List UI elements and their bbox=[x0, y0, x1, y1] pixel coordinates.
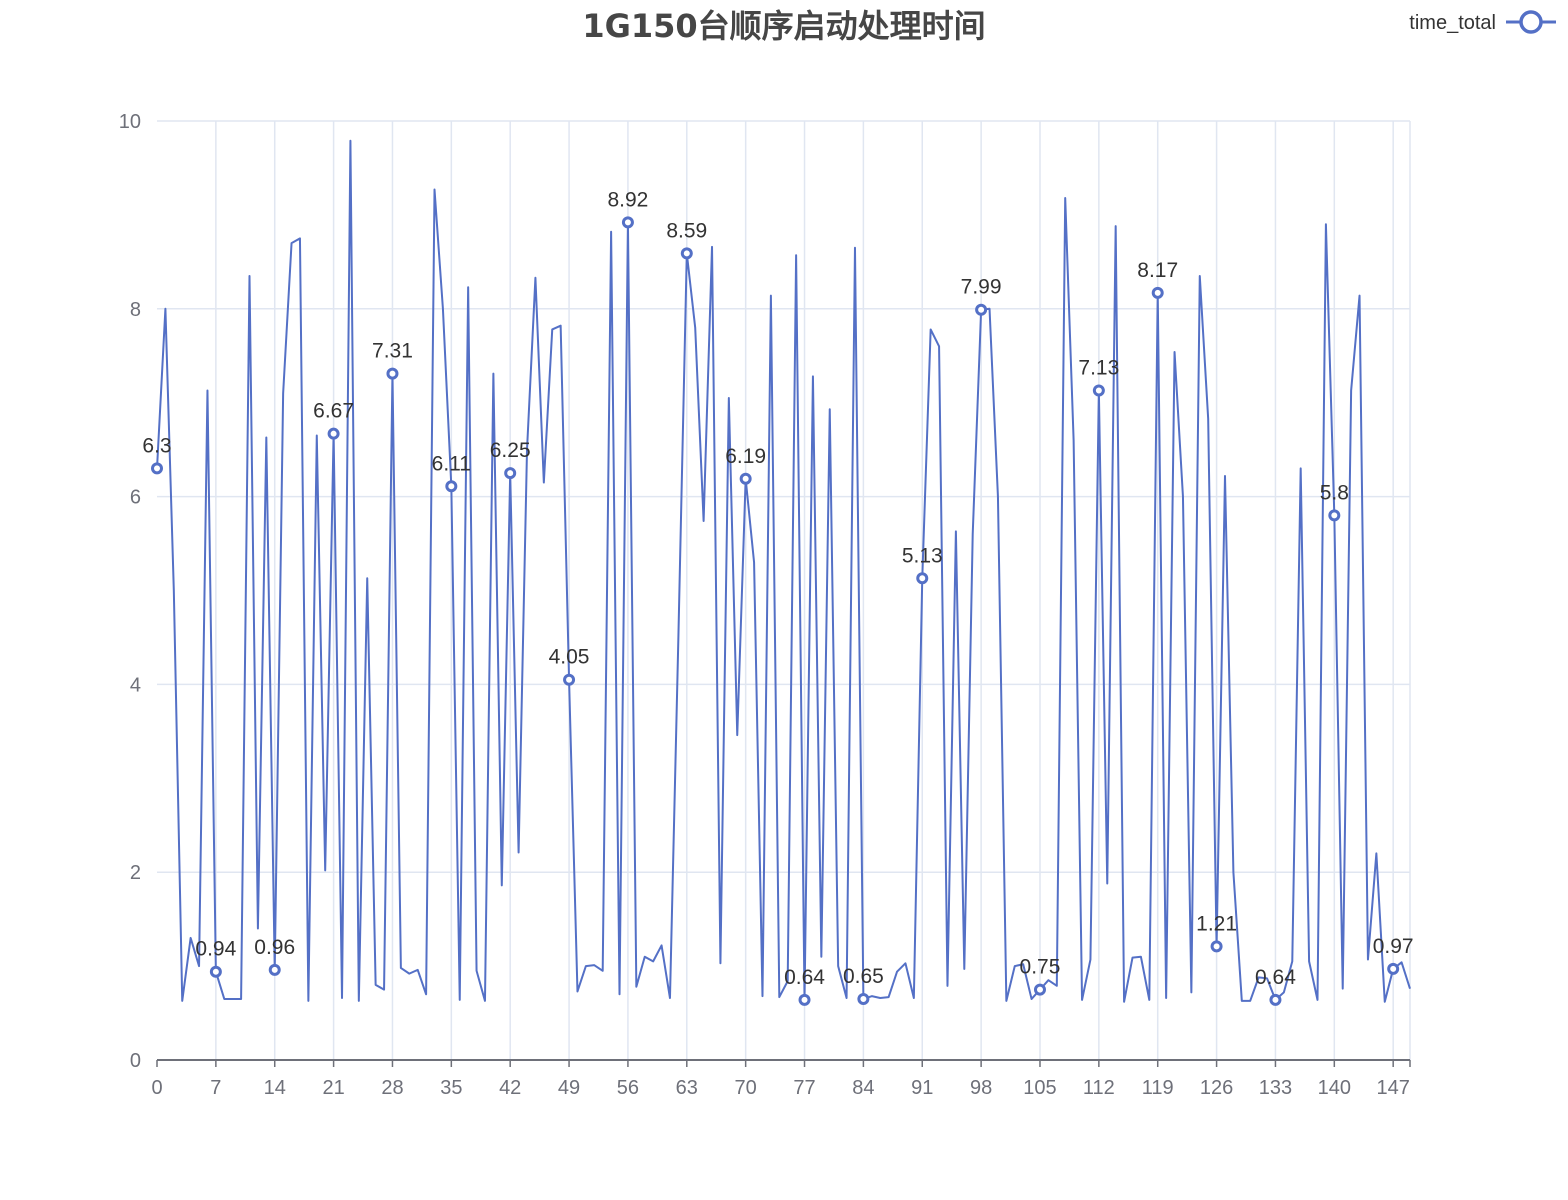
x-tick-label: 147 bbox=[1376, 1077, 1409, 1099]
x-tick-label: 28 bbox=[381, 1077, 403, 1099]
data-point bbox=[1092, 384, 1105, 397]
y-tick-label: 10 bbox=[119, 111, 141, 133]
data-point bbox=[209, 965, 222, 978]
data-label: 8.17 bbox=[1137, 259, 1178, 282]
x-tick-label: 49 bbox=[558, 1077, 580, 1099]
data-point bbox=[916, 572, 929, 585]
x-tick-label: 91 bbox=[911, 1077, 933, 1099]
data-label: 0.64 bbox=[784, 966, 825, 989]
data-label: 6.3 bbox=[142, 434, 171, 457]
x-tick-label: 21 bbox=[322, 1077, 344, 1099]
x-tick-label: 0 bbox=[151, 1077, 162, 1099]
legend[interactable]: time_total bbox=[1409, 10, 1556, 34]
data-point bbox=[327, 427, 340, 440]
data-label: 1.21 bbox=[1196, 912, 1237, 935]
data-label: 4.05 bbox=[549, 646, 590, 669]
x-tick-label: 126 bbox=[1200, 1077, 1233, 1099]
data-label: 8.92 bbox=[607, 188, 648, 211]
x-tick-label: 133 bbox=[1259, 1077, 1292, 1099]
data-point bbox=[798, 993, 811, 1006]
data-label: 0.64 bbox=[1255, 966, 1296, 989]
legend-marker-icon bbox=[1519, 10, 1543, 34]
data-label: 7.13 bbox=[1078, 356, 1119, 379]
data-label: 6.67 bbox=[313, 400, 354, 423]
grid bbox=[157, 120, 1411, 1060]
x-tick-label: 119 bbox=[1142, 1077, 1174, 1099]
data-point bbox=[386, 367, 399, 380]
x-tick-label: 56 bbox=[617, 1077, 639, 1099]
x-tick-label: 14 bbox=[264, 1077, 286, 1099]
x-tick-label: 105 bbox=[1023, 1077, 1056, 1099]
x-tick-label: 7 bbox=[210, 1077, 221, 1099]
data-label: 0.96 bbox=[254, 936, 295, 959]
x-tick-label: 63 bbox=[676, 1077, 698, 1099]
data-point bbox=[268, 963, 281, 976]
data-label: 7.99 bbox=[961, 276, 1002, 299]
data-point bbox=[504, 467, 517, 480]
axes: 0 2 4 6 8 10 0 7 14 21 28 35 42 49 56 63 70 77 84 91 98 105 11… bbox=[119, 111, 1411, 1099]
data-point bbox=[151, 462, 163, 475]
x-tick-label: 42 bbox=[499, 1077, 521, 1099]
series-time_total bbox=[151, 139, 1411, 1006]
data-label: 6.25 bbox=[490, 439, 531, 462]
x-tick-label: 35 bbox=[440, 1077, 462, 1099]
legend-label: time_total bbox=[1409, 12, 1496, 34]
data-point bbox=[1210, 940, 1223, 953]
y-tick-label: 4 bbox=[130, 674, 141, 696]
x-tick-label: 77 bbox=[793, 1077, 815, 1099]
data-label: 0.97 bbox=[1373, 935, 1414, 958]
data-label: 7.31 bbox=[372, 340, 413, 363]
chart-title: 1G150台顺序启动处理时间 bbox=[582, 7, 985, 45]
data-point bbox=[680, 247, 693, 260]
y-tick-label: 6 bbox=[130, 487, 141, 509]
data-point bbox=[445, 480, 458, 493]
x-tick-label: 112 bbox=[1083, 1077, 1115, 1099]
data-point bbox=[1387, 962, 1400, 975]
data-label: 0.65 bbox=[843, 965, 884, 988]
data-label: 6.11 bbox=[432, 452, 471, 475]
y-tick-label: 8 bbox=[130, 299, 141, 321]
data-point bbox=[1033, 983, 1046, 996]
data-label: 6.19 bbox=[725, 445, 766, 468]
data-label: 8.59 bbox=[666, 219, 707, 242]
data-point bbox=[1151, 286, 1164, 299]
data-point bbox=[1328, 509, 1341, 522]
x-tick-label: 84 bbox=[852, 1077, 874, 1099]
data-label: 5.13 bbox=[902, 544, 943, 567]
series-line bbox=[156, 139, 1411, 1003]
data-point bbox=[739, 472, 752, 485]
data-label: 5.8 bbox=[1320, 481, 1349, 504]
data-labels: 6.3 0.94 0.96 6.67 7.31 6.11 6.25 4.05 8.92 8.59 6… bbox=[142, 188, 1413, 988]
data-point bbox=[621, 216, 634, 229]
x-tick-label: 140 bbox=[1318, 1077, 1351, 1099]
x-tick-label: 70 bbox=[735, 1077, 757, 1099]
x-tick-label: 98 bbox=[970, 1077, 992, 1099]
data-label: 0.75 bbox=[1020, 956, 1061, 979]
data-point bbox=[1269, 993, 1282, 1006]
y-tick-label: 2 bbox=[130, 862, 141, 884]
data-point bbox=[975, 303, 988, 316]
data-point bbox=[857, 992, 870, 1005]
data-label: 0.94 bbox=[195, 938, 236, 961]
y-tick-label: 0 bbox=[130, 1050, 141, 1072]
data-point bbox=[563, 673, 576, 686]
